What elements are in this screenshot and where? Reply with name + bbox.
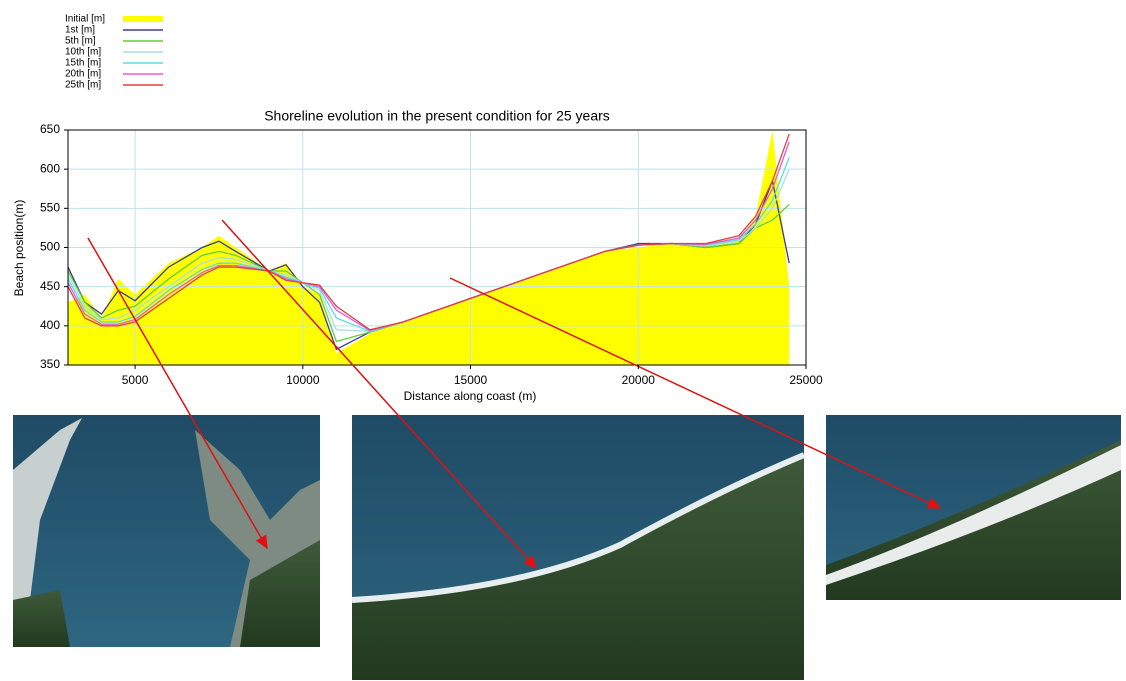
y-tick-label: 600 — [40, 161, 60, 175]
legend-label: 10th [m] — [65, 47, 101, 58]
y-tick-label: 500 — [40, 240, 60, 254]
y-axis-label: Beach position(m) — [12, 200, 26, 297]
x-tick-label: 15000 — [454, 373, 488, 387]
y-tick-label: 650 — [40, 122, 60, 136]
legend-label: 25th [m] — [65, 80, 101, 91]
legend-label: 1st [m] — [65, 25, 95, 36]
y-tick-label: 350 — [40, 357, 60, 371]
legend-label: 5th [m] — [65, 36, 96, 47]
plot-area — [68, 130, 806, 365]
x-tick-label: 10000 — [286, 373, 320, 387]
satellite-image-left — [13, 415, 320, 647]
x-tick-label: 5000 — [122, 373, 149, 387]
y-tick-label: 550 — [40, 201, 60, 215]
legend: Initial [m]1st [m]5th [m]10th [m]15th [m… — [65, 14, 163, 91]
legend-label: Initial [m] — [65, 14, 105, 25]
x-axis-label: Distance along coast (m) — [404, 389, 537, 403]
y-tick-label: 450 — [40, 279, 60, 293]
satellite-image-middle — [352, 415, 804, 680]
page: Shoreline evolution in the present condi… — [0, 0, 1126, 681]
legend-label: 15th [m] — [65, 58, 101, 69]
x-tick-label: 20000 — [622, 373, 656, 387]
x-tick-label: 25000 — [789, 373, 823, 387]
satellite-image-right — [826, 415, 1121, 600]
chart-title: Shoreline evolution in the present condi… — [264, 108, 610, 124]
legend-label: 20th [m] — [65, 69, 101, 80]
y-tick-label: 400 — [40, 318, 60, 332]
